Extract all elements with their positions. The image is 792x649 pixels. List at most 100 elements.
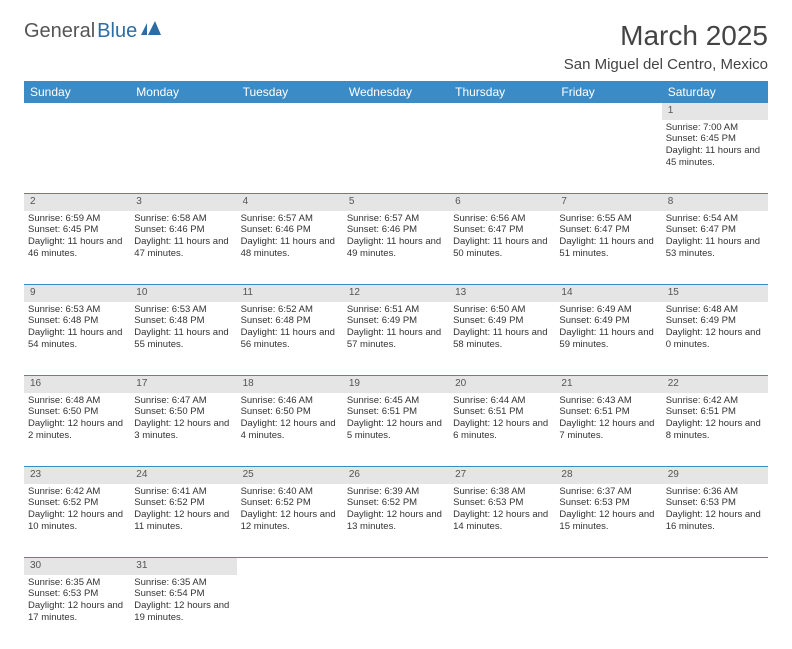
day-number-row: 9101112131415 <box>24 285 768 302</box>
day-cell: Sunrise: 6:41 AMSunset: 6:52 PMDaylight:… <box>130 484 236 558</box>
day-cell: Sunrise: 6:36 AMSunset: 6:53 PMDaylight:… <box>662 484 768 558</box>
sunrise-text: Sunrise: 6:54 AM <box>666 213 764 225</box>
day-cell: Sunrise: 6:40 AMSunset: 6:52 PMDaylight:… <box>237 484 343 558</box>
day-cell: Sunrise: 6:45 AMSunset: 6:51 PMDaylight:… <box>343 393 449 467</box>
day-cell: Sunrise: 6:53 AMSunset: 6:48 PMDaylight:… <box>130 302 236 376</box>
sunrise-text: Sunrise: 6:35 AM <box>134 577 232 589</box>
sunrise-text: Sunrise: 6:37 AM <box>559 486 657 498</box>
day-cell <box>130 120 236 194</box>
day-number-row: 16171819202122 <box>24 376 768 393</box>
sunrise-text: Sunrise: 6:56 AM <box>453 213 551 225</box>
weekday-header: Monday <box>130 81 236 103</box>
day-number-cell <box>343 558 449 575</box>
day-cell: Sunrise: 6:42 AMSunset: 6:52 PMDaylight:… <box>24 484 130 558</box>
day-number-row: 3031 <box>24 558 768 575</box>
sunrise-text: Sunrise: 6:47 AM <box>134 395 232 407</box>
sunset-text: Sunset: 6:47 PM <box>666 224 764 236</box>
day-number-cell: 29 <box>662 467 768 484</box>
daylight-text: Daylight: 11 hours and 59 minutes. <box>559 327 657 351</box>
weekday-header: Wednesday <box>343 81 449 103</box>
daylight-text: Daylight: 12 hours and 17 minutes. <box>28 600 126 624</box>
location: San Miguel del Centro, Mexico <box>564 56 768 73</box>
sunset-text: Sunset: 6:53 PM <box>28 588 126 600</box>
day-number-cell: 23 <box>24 467 130 484</box>
day-cell: Sunrise: 6:42 AMSunset: 6:51 PMDaylight:… <box>662 393 768 467</box>
day-cell: Sunrise: 6:38 AMSunset: 6:53 PMDaylight:… <box>449 484 555 558</box>
daylight-text: Daylight: 11 hours and 50 minutes. <box>453 236 551 260</box>
day-cell: Sunrise: 6:46 AMSunset: 6:50 PMDaylight:… <box>237 393 343 467</box>
day-number-cell: 1 <box>662 103 768 120</box>
daylight-text: Daylight: 11 hours and 55 minutes. <box>134 327 232 351</box>
header: GeneralBlue March 2025 San Miguel del Ce… <box>24 20 768 73</box>
day-number-cell: 19 <box>343 376 449 393</box>
daylight-text: Daylight: 11 hours and 58 minutes. <box>453 327 551 351</box>
daylight-text: Daylight: 11 hours and 46 minutes. <box>28 236 126 260</box>
sunrise-text: Sunrise: 6:35 AM <box>28 577 126 589</box>
day-cell: Sunrise: 6:51 AMSunset: 6:49 PMDaylight:… <box>343 302 449 376</box>
day-cell: Sunrise: 6:53 AMSunset: 6:48 PMDaylight:… <box>24 302 130 376</box>
daylight-text: Daylight: 12 hours and 0 minutes. <box>666 327 764 351</box>
weekday-header: Friday <box>555 81 661 103</box>
day-number-cell <box>343 103 449 120</box>
sunrise-text: Sunrise: 6:57 AM <box>347 213 445 225</box>
daylight-text: Daylight: 12 hours and 3 minutes. <box>134 418 232 442</box>
day-number-cell: 20 <box>449 376 555 393</box>
day-cell: Sunrise: 6:47 AMSunset: 6:50 PMDaylight:… <box>130 393 236 467</box>
weekday-header: Saturday <box>662 81 768 103</box>
sunset-text: Sunset: 6:53 PM <box>453 497 551 509</box>
day-number-cell: 18 <box>237 376 343 393</box>
day-cell: Sunrise: 6:52 AMSunset: 6:48 PMDaylight:… <box>237 302 343 376</box>
day-number-cell <box>555 103 661 120</box>
daylight-text: Daylight: 11 hours and 47 minutes. <box>134 236 232 260</box>
sunrise-text: Sunrise: 6:58 AM <box>134 213 232 225</box>
sunrise-text: Sunrise: 6:48 AM <box>666 304 764 316</box>
daylight-text: Daylight: 11 hours and 53 minutes. <box>666 236 764 260</box>
day-number-cell: 2 <box>24 194 130 211</box>
daylight-text: Daylight: 11 hours and 45 minutes. <box>666 145 764 169</box>
sunset-text: Sunset: 6:51 PM <box>453 406 551 418</box>
sunrise-text: Sunrise: 6:48 AM <box>28 395 126 407</box>
weekday-header: Tuesday <box>237 81 343 103</box>
sunset-text: Sunset: 6:49 PM <box>666 315 764 327</box>
day-number-cell: 13 <box>449 285 555 302</box>
day-number-cell <box>449 558 555 575</box>
sunrise-text: Sunrise: 6:52 AM <box>241 304 339 316</box>
sunrise-text: Sunrise: 6:42 AM <box>666 395 764 407</box>
daylight-text: Daylight: 12 hours and 7 minutes. <box>559 418 657 442</box>
sunrise-text: Sunrise: 6:50 AM <box>453 304 551 316</box>
sunset-text: Sunset: 6:49 PM <box>453 315 551 327</box>
daylight-text: Daylight: 12 hours and 10 minutes. <box>28 509 126 533</box>
sunset-text: Sunset: 6:47 PM <box>453 224 551 236</box>
sunset-text: Sunset: 6:47 PM <box>559 224 657 236</box>
daylight-text: Daylight: 11 hours and 48 minutes. <box>241 236 339 260</box>
day-number-cell: 3 <box>130 194 236 211</box>
sunset-text: Sunset: 6:52 PM <box>347 497 445 509</box>
day-number-cell <box>237 558 343 575</box>
day-cell: Sunrise: 6:49 AMSunset: 6:49 PMDaylight:… <box>555 302 661 376</box>
day-number-cell: 6 <box>449 194 555 211</box>
daylight-text: Daylight: 12 hours and 11 minutes. <box>134 509 232 533</box>
weekday-header-row: SundayMondayTuesdayWednesdayThursdayFrid… <box>24 81 768 103</box>
daylight-text: Daylight: 12 hours and 8 minutes. <box>666 418 764 442</box>
sunrise-text: Sunrise: 6:40 AM <box>241 486 339 498</box>
title-block: March 2025 San Miguel del Centro, Mexico <box>564 20 768 73</box>
day-number-cell: 26 <box>343 467 449 484</box>
sunset-text: Sunset: 6:46 PM <box>347 224 445 236</box>
day-cell: Sunrise: 6:43 AMSunset: 6:51 PMDaylight:… <box>555 393 661 467</box>
month-title: March 2025 <box>564 20 768 52</box>
sunrise-text: Sunrise: 6:49 AM <box>559 304 657 316</box>
sunset-text: Sunset: 6:46 PM <box>134 224 232 236</box>
daylight-text: Daylight: 12 hours and 16 minutes. <box>666 509 764 533</box>
daylight-text: Daylight: 11 hours and 56 minutes. <box>241 327 339 351</box>
weekday-header: Sunday <box>24 81 130 103</box>
daylight-text: Daylight: 11 hours and 51 minutes. <box>559 236 657 260</box>
day-number-cell: 21 <box>555 376 661 393</box>
day-cell: Sunrise: 6:39 AMSunset: 6:52 PMDaylight:… <box>343 484 449 558</box>
sunset-text: Sunset: 6:49 PM <box>347 315 445 327</box>
sunrise-text: Sunrise: 6:53 AM <box>134 304 232 316</box>
sunset-text: Sunset: 6:53 PM <box>559 497 657 509</box>
day-cell: Sunrise: 6:56 AMSunset: 6:47 PMDaylight:… <box>449 211 555 285</box>
daylight-text: Daylight: 12 hours and 13 minutes. <box>347 509 445 533</box>
sunset-text: Sunset: 6:51 PM <box>347 406 445 418</box>
day-number-cell: 16 <box>24 376 130 393</box>
